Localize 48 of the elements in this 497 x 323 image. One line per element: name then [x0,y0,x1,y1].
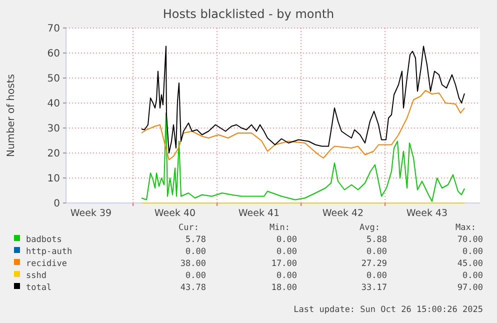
text: 0.00 [366,271,387,281]
text: 33.17 [361,283,387,293]
text: 38.00 [180,259,206,269]
legend-label: http-auth [26,247,72,257]
y-tick-label: 50 [47,74,60,84]
y-tick-label: 0 [54,198,60,210]
legend-label: badbots [26,235,62,245]
line-series [141,90,465,160]
text: 0.00 [276,271,297,281]
text: 43.78 [180,283,206,293]
text: Last update: Sun Oct 26 15:00:26 2025 [294,305,483,315]
x-tick-label: Week 41 [238,208,280,219]
text: Max: [456,223,476,233]
y-tick-label: 60 [47,48,60,60]
y-tick-label: 30 [47,124,60,134]
y-tick-label: 10 [47,174,60,184]
text: 5.78 [186,235,206,245]
x-tick-label: Week 42 [322,208,364,219]
text: 0.00 [462,247,483,257]
text: 97.00 [457,283,483,293]
text: 0.00 [366,247,387,257]
text: 45.00 [457,259,483,269]
text: Cur: [178,223,199,233]
legend-label: total [26,283,52,293]
text: 0.00 [276,247,297,257]
legend-label: sshd [26,271,46,281]
text: 0.00 [462,271,483,281]
text: Avg: [360,223,380,233]
text: 0.00 [186,271,206,281]
text: 5.88 [366,235,387,245]
text: 0.00 [276,235,297,245]
text: 70.00 [457,235,483,245]
text: 18.00 [271,283,297,293]
legend-label: recidive [26,259,67,269]
y-tick-label: 70 [47,24,60,34]
y-axis-title: Number of hosts [6,74,17,157]
y-tick-label: 40 [47,98,60,110]
text: 27.29 [361,259,387,269]
chart-title: Hosts blacklisted - by month [162,7,334,21]
text: Min: [270,223,290,233]
x-tick-label: Week 40 [154,208,196,219]
text: 17.00 [271,259,297,269]
y-tick-label: 20 [47,148,60,160]
text: 0.00 [186,247,206,257]
line-series [141,112,465,202]
x-tick-label: Week 43 [406,208,448,219]
line-series [141,46,465,154]
x-tick-label: Week 39 [70,208,112,219]
